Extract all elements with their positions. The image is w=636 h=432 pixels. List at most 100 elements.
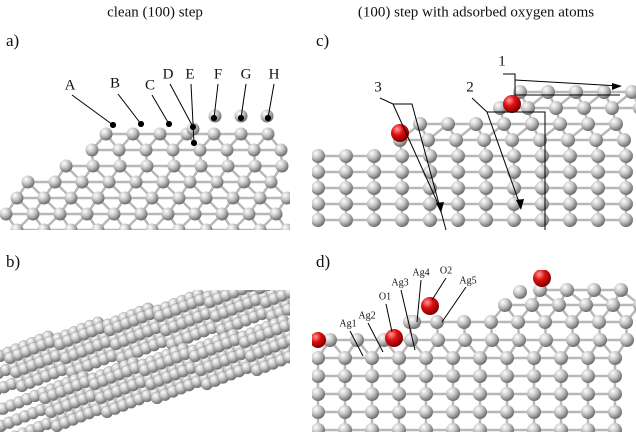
ag-atom	[173, 192, 186, 205]
panel-d-structure	[310, 269, 636, 432]
ag-atom	[367, 213, 381, 227]
ag-atom	[554, 351, 568, 365]
ag-atom	[276, 267, 288, 279]
o-atom	[385, 329, 403, 347]
ag-atom	[100, 128, 113, 141]
ag-atom	[507, 149, 521, 163]
ag-atom	[484, 315, 498, 329]
ag-atom	[619, 315, 633, 329]
ag-atom	[365, 324, 377, 336]
panel-label: d)	[316, 252, 330, 271]
ag-atom	[268, 270, 280, 282]
ag-atom	[301, 328, 313, 340]
ag-atom	[242, 275, 254, 287]
panel-label: b)	[6, 252, 20, 271]
ag-atom	[527, 423, 541, 432]
column-title: (100) step with adsorbed oxygen atoms	[358, 4, 594, 20]
ag-atom	[81, 208, 94, 221]
ag-atom	[113, 144, 126, 157]
atom-label: Ag2	[358, 310, 375, 321]
ag-atom	[367, 149, 381, 163]
ag-atom	[262, 128, 275, 141]
ag-atom	[338, 405, 352, 419]
ag-atom	[329, 306, 341, 318]
ag-atom	[130, 176, 143, 189]
ag-atom	[337, 303, 349, 315]
site-dot	[110, 122, 116, 128]
ag-atom	[211, 176, 224, 189]
ag-atom	[114, 160, 127, 173]
ag-atom	[311, 181, 325, 195]
ag-atom	[383, 301, 395, 313]
ag-atom	[294, 266, 306, 278]
ag-atom	[469, 117, 483, 131]
ag-atom	[311, 369, 325, 383]
ag-atom	[591, 165, 605, 179]
ag-atom	[295, 336, 307, 348]
ag-atom	[311, 149, 325, 163]
ag-atom	[473, 387, 487, 401]
ag-atom	[591, 149, 605, 163]
figure: clean (100) step (100) step with adsorbe…	[0, 0, 636, 432]
ag-atom	[365, 369, 379, 383]
ag-atom	[293, 331, 305, 343]
ag-atom	[395, 149, 409, 163]
ag-atom	[535, 165, 549, 179]
ag-atom	[92, 224, 105, 237]
ag-atom	[146, 192, 159, 205]
ag-atom	[431, 333, 445, 347]
ag-atom	[581, 387, 595, 401]
ag-atom	[22, 176, 35, 189]
ag-atom	[342, 247, 354, 259]
ag-atom	[325, 318, 337, 330]
ag-atom	[281, 224, 294, 237]
ag-atom	[297, 319, 309, 331]
ag-atom	[367, 181, 381, 195]
ag-atom	[451, 197, 465, 211]
column-title: clean (100) step	[107, 4, 203, 20]
ag-atom	[313, 312, 325, 324]
ag-atom	[457, 315, 471, 329]
ag-atom	[339, 181, 353, 195]
o-atom	[421, 297, 439, 315]
ag-atom	[27, 208, 40, 221]
ag-atom	[314, 291, 326, 303]
ag-atom	[365, 405, 379, 419]
ag-atom	[284, 286, 296, 298]
ag-atom	[291, 348, 303, 360]
ag-atom	[339, 197, 353, 211]
ag-atom	[619, 149, 633, 163]
ag-atom	[354, 275, 366, 287]
site-dot	[238, 115, 244, 121]
ag-atom	[419, 351, 433, 365]
ag-atom	[119, 224, 132, 237]
ag-atom	[565, 315, 579, 329]
ag-atom	[154, 128, 167, 141]
ag-atom	[395, 165, 409, 179]
ag-atom	[298, 275, 310, 287]
atom-label: O1	[379, 291, 391, 302]
ag-atom	[446, 351, 460, 365]
atom-label: D	[163, 66, 174, 82]
atom-label: O2	[440, 265, 452, 276]
ag-atom	[184, 176, 197, 189]
ag-atom	[505, 133, 519, 147]
ag-atom	[549, 101, 563, 115]
ag-atom	[292, 283, 304, 295]
ag-atom	[262, 279, 274, 291]
ag-atom	[581, 369, 595, 383]
ag-atom	[592, 315, 606, 329]
panel-a-structure	[0, 110, 294, 237]
ag-atom	[249, 160, 262, 173]
ag-atom	[303, 310, 315, 322]
ag-atom	[497, 117, 511, 131]
ag-atom	[327, 301, 339, 313]
ag-atom	[419, 369, 433, 383]
ag-atom	[189, 208, 202, 221]
path-label: 3	[374, 79, 382, 95]
o-atom	[503, 95, 521, 113]
ag-atom	[162, 208, 175, 221]
ag-atom	[606, 298, 620, 312]
ag-atom	[507, 165, 521, 179]
ag-atom	[0, 208, 13, 221]
